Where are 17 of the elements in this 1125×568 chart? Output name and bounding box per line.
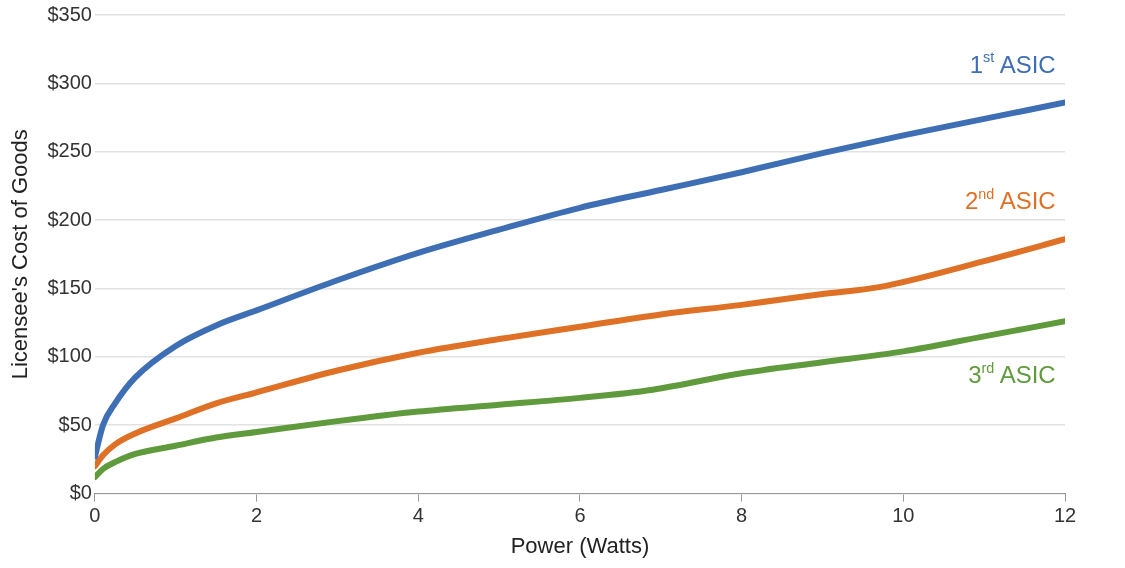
x-tick-label: 2 <box>251 504 263 527</box>
x-tick-label: 6 <box>574 504 586 527</box>
y-tick-label: $250 <box>47 139 92 162</box>
x-tick-label: 10 <box>892 504 915 527</box>
x-tick-label: 8 <box>736 504 748 527</box>
y-tick-label: $100 <box>47 344 92 367</box>
y-tick-label: $200 <box>47 207 92 230</box>
x-tick-label: 0 <box>89 504 101 527</box>
y-tick-label: $300 <box>47 70 92 93</box>
y-tick-label: $150 <box>47 276 92 298</box>
x-tick-label: 12 <box>1053 504 1077 527</box>
y-axis-title: Licensee's Cost of Goods <box>7 129 33 380</box>
y-tick-label: $50 <box>58 412 92 435</box>
y-tick-label: $350 <box>47 2 92 25</box>
x-tick-label: 4 <box>412 504 424 527</box>
y-tick-label: $0 <box>69 481 92 504</box>
x-axis-title: Power (Watts) <box>510 532 650 558</box>
